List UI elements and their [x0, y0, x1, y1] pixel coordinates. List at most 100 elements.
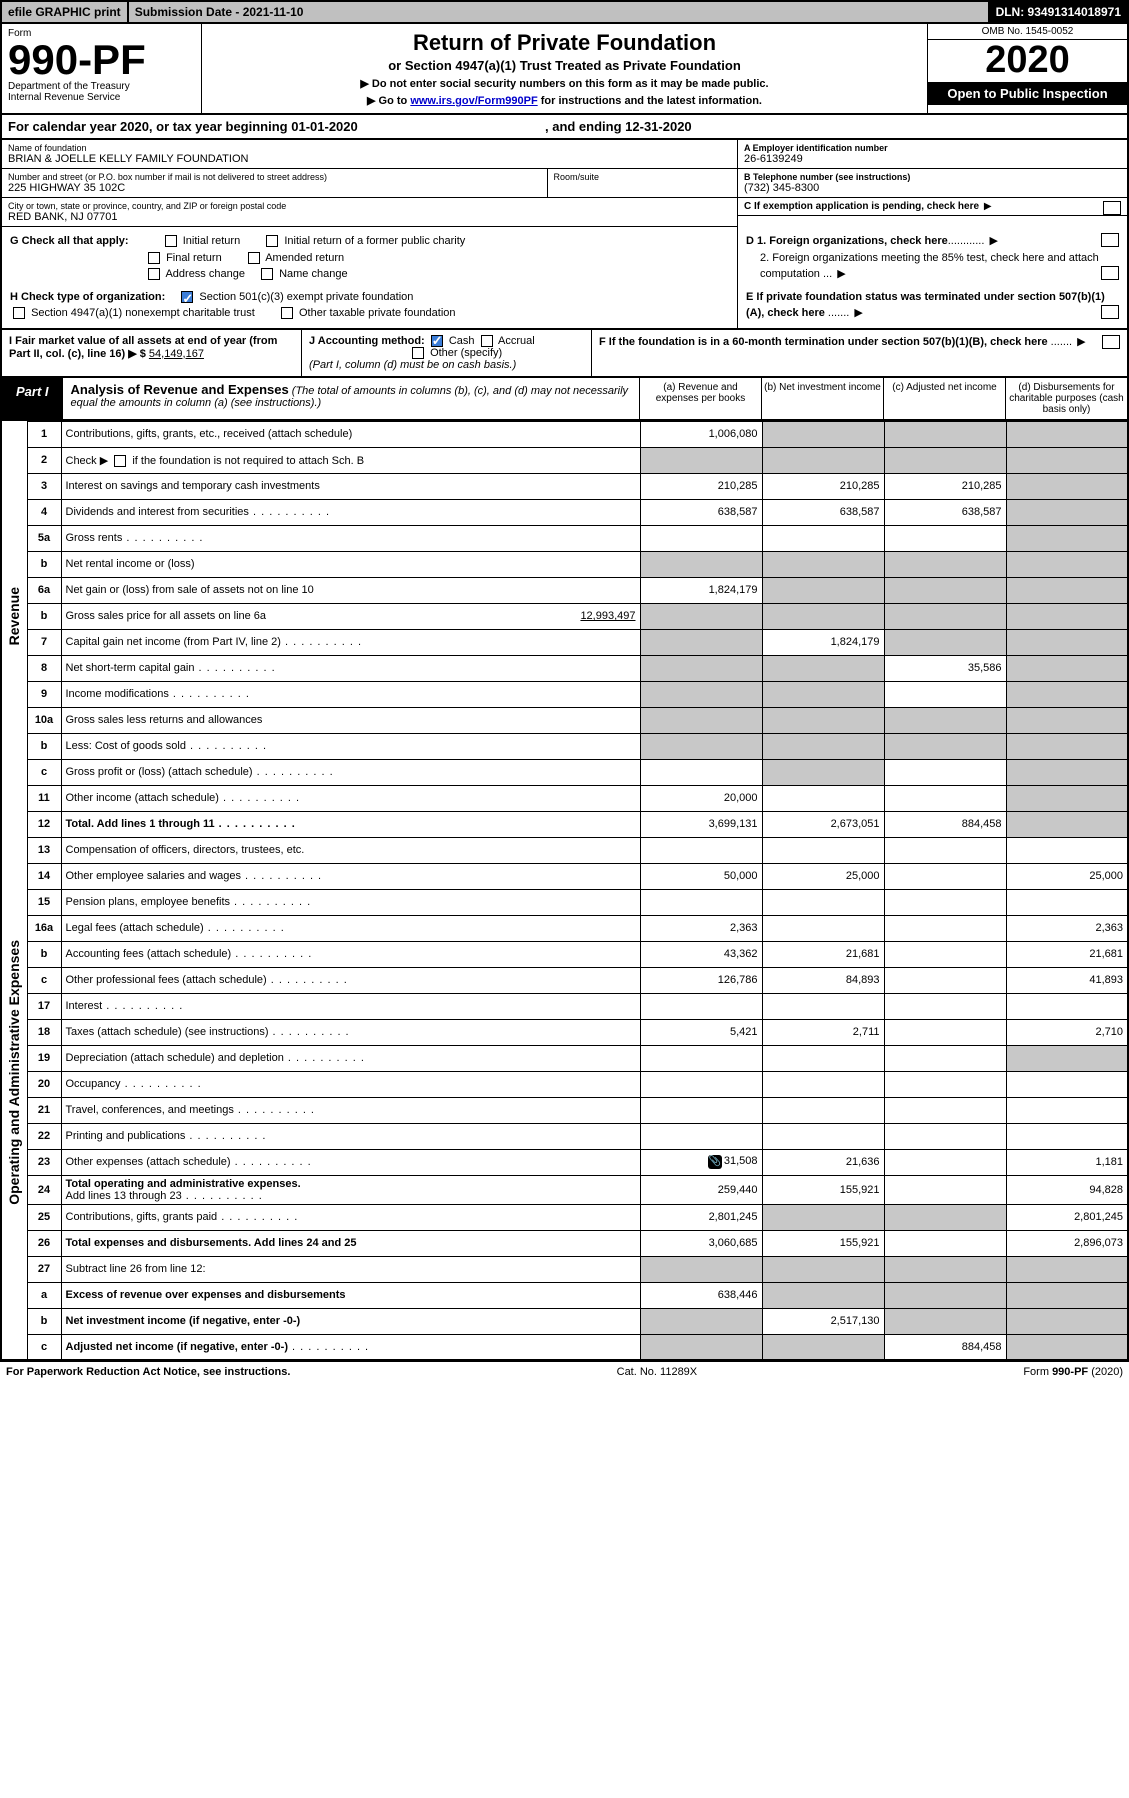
- table-row: 8 Net short-term capital gain 35,586: [1, 655, 1128, 681]
- table-row: 16a Legal fees (attach schedule) 2,363 2…: [1, 915, 1128, 941]
- form-title: Return of Private Foundation: [208, 30, 921, 56]
- table-row: c Other professional fees (attach schedu…: [1, 967, 1128, 993]
- col-d-header: (d) Disbursements for charitable purpose…: [1005, 378, 1127, 419]
- table-row: 5a Gross rents: [1, 525, 1128, 551]
- dln-tag: DLN: 93491314018971: [990, 2, 1127, 22]
- e-checkbox[interactable]: [1101, 305, 1119, 319]
- d1-checkbox[interactable]: [1101, 233, 1119, 247]
- part1-title: Analysis of Revenue and Expenses: [71, 382, 289, 397]
- attach-icon[interactable]: 📎: [708, 1155, 722, 1169]
- ijf-row: I Fair market value of all assets at end…: [0, 330, 1129, 378]
- top-bar: efile GRAPHIC print Submission Date - 20…: [0, 0, 1129, 24]
- d2-checkbox[interactable]: [1101, 266, 1119, 280]
- form-header: Form 990-PF Department of the Treasury I…: [0, 24, 1129, 115]
- table-row: 23 Other expenses (attach schedule) 📎31,…: [1, 1149, 1128, 1175]
- name-change-checkbox[interactable]: [261, 268, 273, 280]
- table-row: 7 Capital gain net income (from Part IV,…: [1, 629, 1128, 655]
- street-address: 225 HIGHWAY 35 102C: [8, 182, 541, 194]
- f-checkbox[interactable]: [1102, 335, 1120, 349]
- amended-return-checkbox[interactable]: [248, 252, 260, 264]
- footer-formref: Form 990-PF (2020): [1023, 1366, 1123, 1378]
- ein-label: A Employer identification number: [744, 143, 1121, 153]
- table-row: b Less: Cost of goods sold: [1, 733, 1128, 759]
- table-row: 24 Total operating and administrative ex…: [1, 1175, 1128, 1204]
- cash-checkbox[interactable]: [431, 335, 443, 347]
- addr-label: Number and street (or P.O. box number if…: [8, 172, 541, 182]
- table-row: b Accounting fees (attach schedule) 43,3…: [1, 941, 1128, 967]
- table-row: 20 Occupancy: [1, 1071, 1128, 1097]
- other-taxable-checkbox[interactable]: [281, 307, 293, 319]
- schb-checkbox[interactable]: [114, 455, 126, 467]
- table-row: 25 Contributions, gifts, grants paid 2,8…: [1, 1204, 1128, 1230]
- table-row: 26 Total expenses and disbursements. Add…: [1, 1230, 1128, 1256]
- calendar-year-row: For calendar year 2020, or tax year begi…: [0, 115, 1129, 140]
- check-section: G Check all that apply: Initial return I…: [0, 227, 1129, 330]
- address-change-checkbox[interactable]: [148, 268, 160, 280]
- irs-label: Internal Revenue Service: [8, 92, 195, 103]
- exemption-checkbox[interactable]: [1103, 201, 1121, 215]
- 4947a1-checkbox[interactable]: [13, 307, 25, 319]
- 501c3-checkbox[interactable]: [181, 291, 193, 303]
- d2-row: 2. Foreign organizations meeting the 85%…: [746, 250, 1119, 283]
- table-row: 15 Pension plans, employee benefits: [1, 889, 1128, 915]
- i-label: I Fair market value of all assets at end…: [9, 335, 277, 360]
- expenses-side-label: Operating and Administrative Expenses: [6, 940, 22, 1205]
- table-row: 11 Other income (attach schedule) 20,000: [1, 785, 1128, 811]
- d1-row: D 1. Foreign organizations, check here..…: [746, 233, 1119, 250]
- city-label: City or town, state or province, country…: [8, 201, 731, 211]
- table-row: 18 Taxes (attach schedule) (see instruct…: [1, 1019, 1128, 1045]
- initial-former-checkbox[interactable]: [266, 235, 278, 247]
- form990pf-link[interactable]: www.irs.gov/Form990PF: [410, 95, 537, 107]
- phone-value: (732) 345-8300: [744, 182, 1121, 194]
- form-subtitle: or Section 4947(a)(1) Trust Treated as P…: [208, 58, 921, 73]
- table-row: 2 Check ▶ if the foundation is not requi…: [1, 447, 1128, 473]
- arrow-icon: ▶: [984, 201, 992, 212]
- table-row: 3 Interest on savings and temporary cash…: [1, 473, 1128, 499]
- efile-tag[interactable]: efile GRAPHIC print: [2, 2, 129, 22]
- table-row: Revenue 1 Contributions, gifts, grants, …: [1, 421, 1128, 447]
- city-value: RED BANK, NJ 07701: [8, 211, 731, 223]
- footer-catno: Cat. No. 11289X: [617, 1366, 698, 1378]
- g-row: G Check all that apply: Initial return I…: [10, 233, 729, 283]
- omb-number: OMB No. 1545-0052: [928, 24, 1127, 40]
- foundation-name: BRIAN & JOELLE KELLY FAMILY FOUNDATION: [8, 153, 731, 165]
- table-row: 19 Depreciation (attach schedule) and de…: [1, 1045, 1128, 1071]
- table-row: 27 Subtract line 26 from line 12:: [1, 1256, 1128, 1282]
- col-b-header: (b) Net investment income: [761, 378, 883, 419]
- e-row: E If private foundation status was termi…: [746, 289, 1119, 322]
- col-a-header: (a) Revenue and expenses per books: [639, 378, 761, 419]
- j-note: (Part I, column (d) must be on cash basi…: [309, 359, 516, 371]
- table-row: a Excess of revenue over expenses and di…: [1, 1282, 1128, 1308]
- form-number: 990-PF: [8, 39, 195, 81]
- table-row: 9 Income modifications: [1, 681, 1128, 707]
- ssn-warning: ▶ Do not enter social security numbers o…: [208, 77, 921, 90]
- table-row: 22 Printing and publications: [1, 1123, 1128, 1149]
- table-row: 12 Total. Add lines 1 through 11 3,699,1…: [1, 811, 1128, 837]
- initial-return-checkbox[interactable]: [165, 235, 177, 247]
- part1-table: Revenue 1 Contributions, gifts, grants, …: [0, 421, 1129, 1362]
- phone-label: B Telephone number (see instructions): [744, 172, 1121, 182]
- final-return-checkbox[interactable]: [148, 252, 160, 264]
- table-row: 6a Net gain or (loss) from sale of asset…: [1, 577, 1128, 603]
- part1-header: Part I Analysis of Revenue and Expenses …: [0, 378, 1129, 421]
- f-label: F If the foundation is in a 60-month ter…: [599, 336, 1048, 348]
- h-row: H Check type of organization: Section 50…: [10, 289, 729, 322]
- table-row: b Net investment income (if negative, en…: [1, 1308, 1128, 1334]
- table-row: 21 Travel, conferences, and meetings: [1, 1097, 1128, 1123]
- goto-note: ▶ Go to www.irs.gov/Form990PF for instru…: [208, 94, 921, 107]
- other-method-checkbox[interactable]: [412, 347, 424, 359]
- table-row: c Gross profit or (loss) (attach schedul…: [1, 759, 1128, 785]
- table-row: 14 Other employee salaries and wages 50,…: [1, 863, 1128, 889]
- exemption-pending-label: C If exemption application is pending, c…: [744, 201, 979, 212]
- tax-year: 2020: [928, 40, 1127, 82]
- i-value: 54,149,167: [149, 348, 204, 360]
- part1-label: Part I: [2, 378, 63, 419]
- footer-left: For Paperwork Reduction Act Notice, see …: [6, 1366, 290, 1378]
- ein-value: 26-6139249: [744, 153, 1121, 165]
- room-label: Room/suite: [554, 172, 732, 182]
- dept-label: Department of the Treasury: [8, 81, 195, 92]
- table-row: Operating and Administrative Expenses 13…: [1, 837, 1128, 863]
- accrual-checkbox[interactable]: [481, 335, 493, 347]
- open-inspection: Open to Public Inspection: [928, 82, 1127, 105]
- foundation-info: Name of foundation BRIAN & JOELLE KELLY …: [0, 140, 1129, 227]
